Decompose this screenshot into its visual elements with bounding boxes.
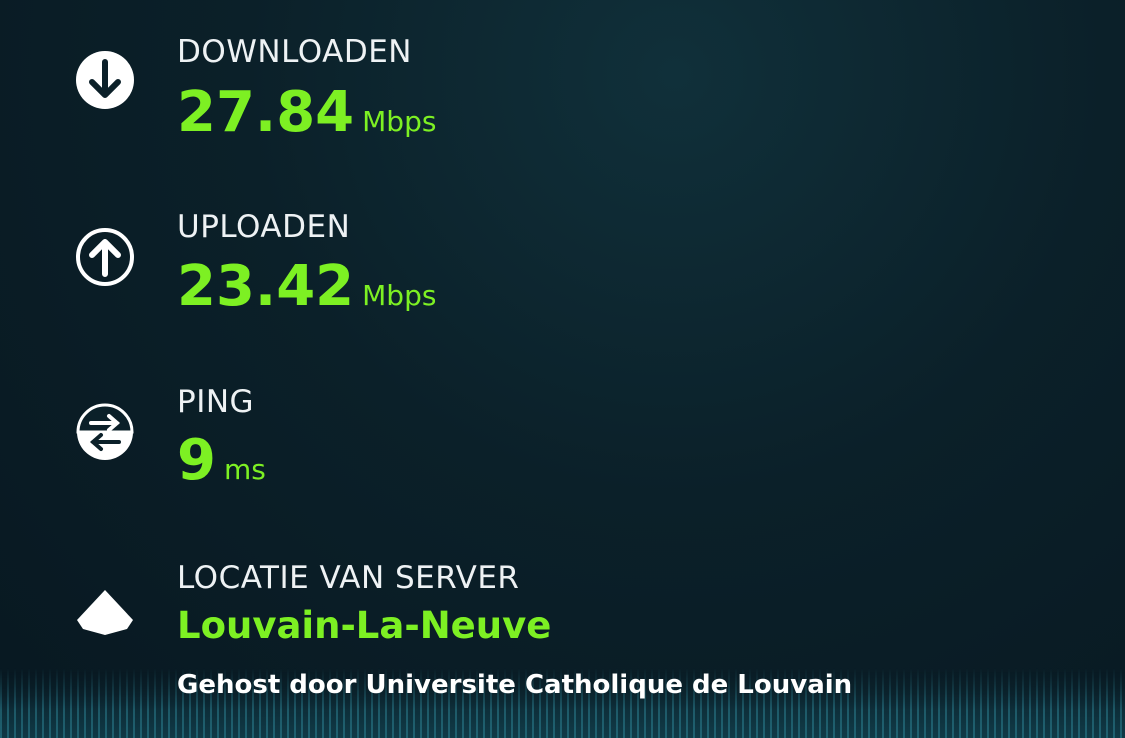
- ping-label: PING: [177, 384, 255, 420]
- arrow-up-circle-icon: [76, 228, 134, 286]
- download-value: 27.84: [177, 80, 355, 145]
- ping-arrows-icon: [76, 403, 134, 460]
- upload-label: UPLOADEN: [177, 209, 351, 245]
- server-host: Gehost door Universite Catholique de Lou…: [177, 670, 853, 700]
- ping-value: 9: [177, 428, 216, 493]
- server-location[interactable]: Louvain-La-Neuve: [177, 604, 552, 647]
- upload-value: 23.42: [177, 254, 355, 319]
- background-wave: [0, 668, 1125, 738]
- server-location-icon: [77, 590, 133, 635]
- arrow-down-circle-icon: [76, 51, 134, 109]
- ping-unit: ms: [223, 453, 266, 486]
- server-label: LOCATIE VAN SERVER: [177, 560, 520, 596]
- upload-unit: Mbps: [362, 279, 437, 312]
- download-unit: Mbps: [362, 105, 437, 138]
- download-label: DOWNLOADEN: [177, 34, 412, 70]
